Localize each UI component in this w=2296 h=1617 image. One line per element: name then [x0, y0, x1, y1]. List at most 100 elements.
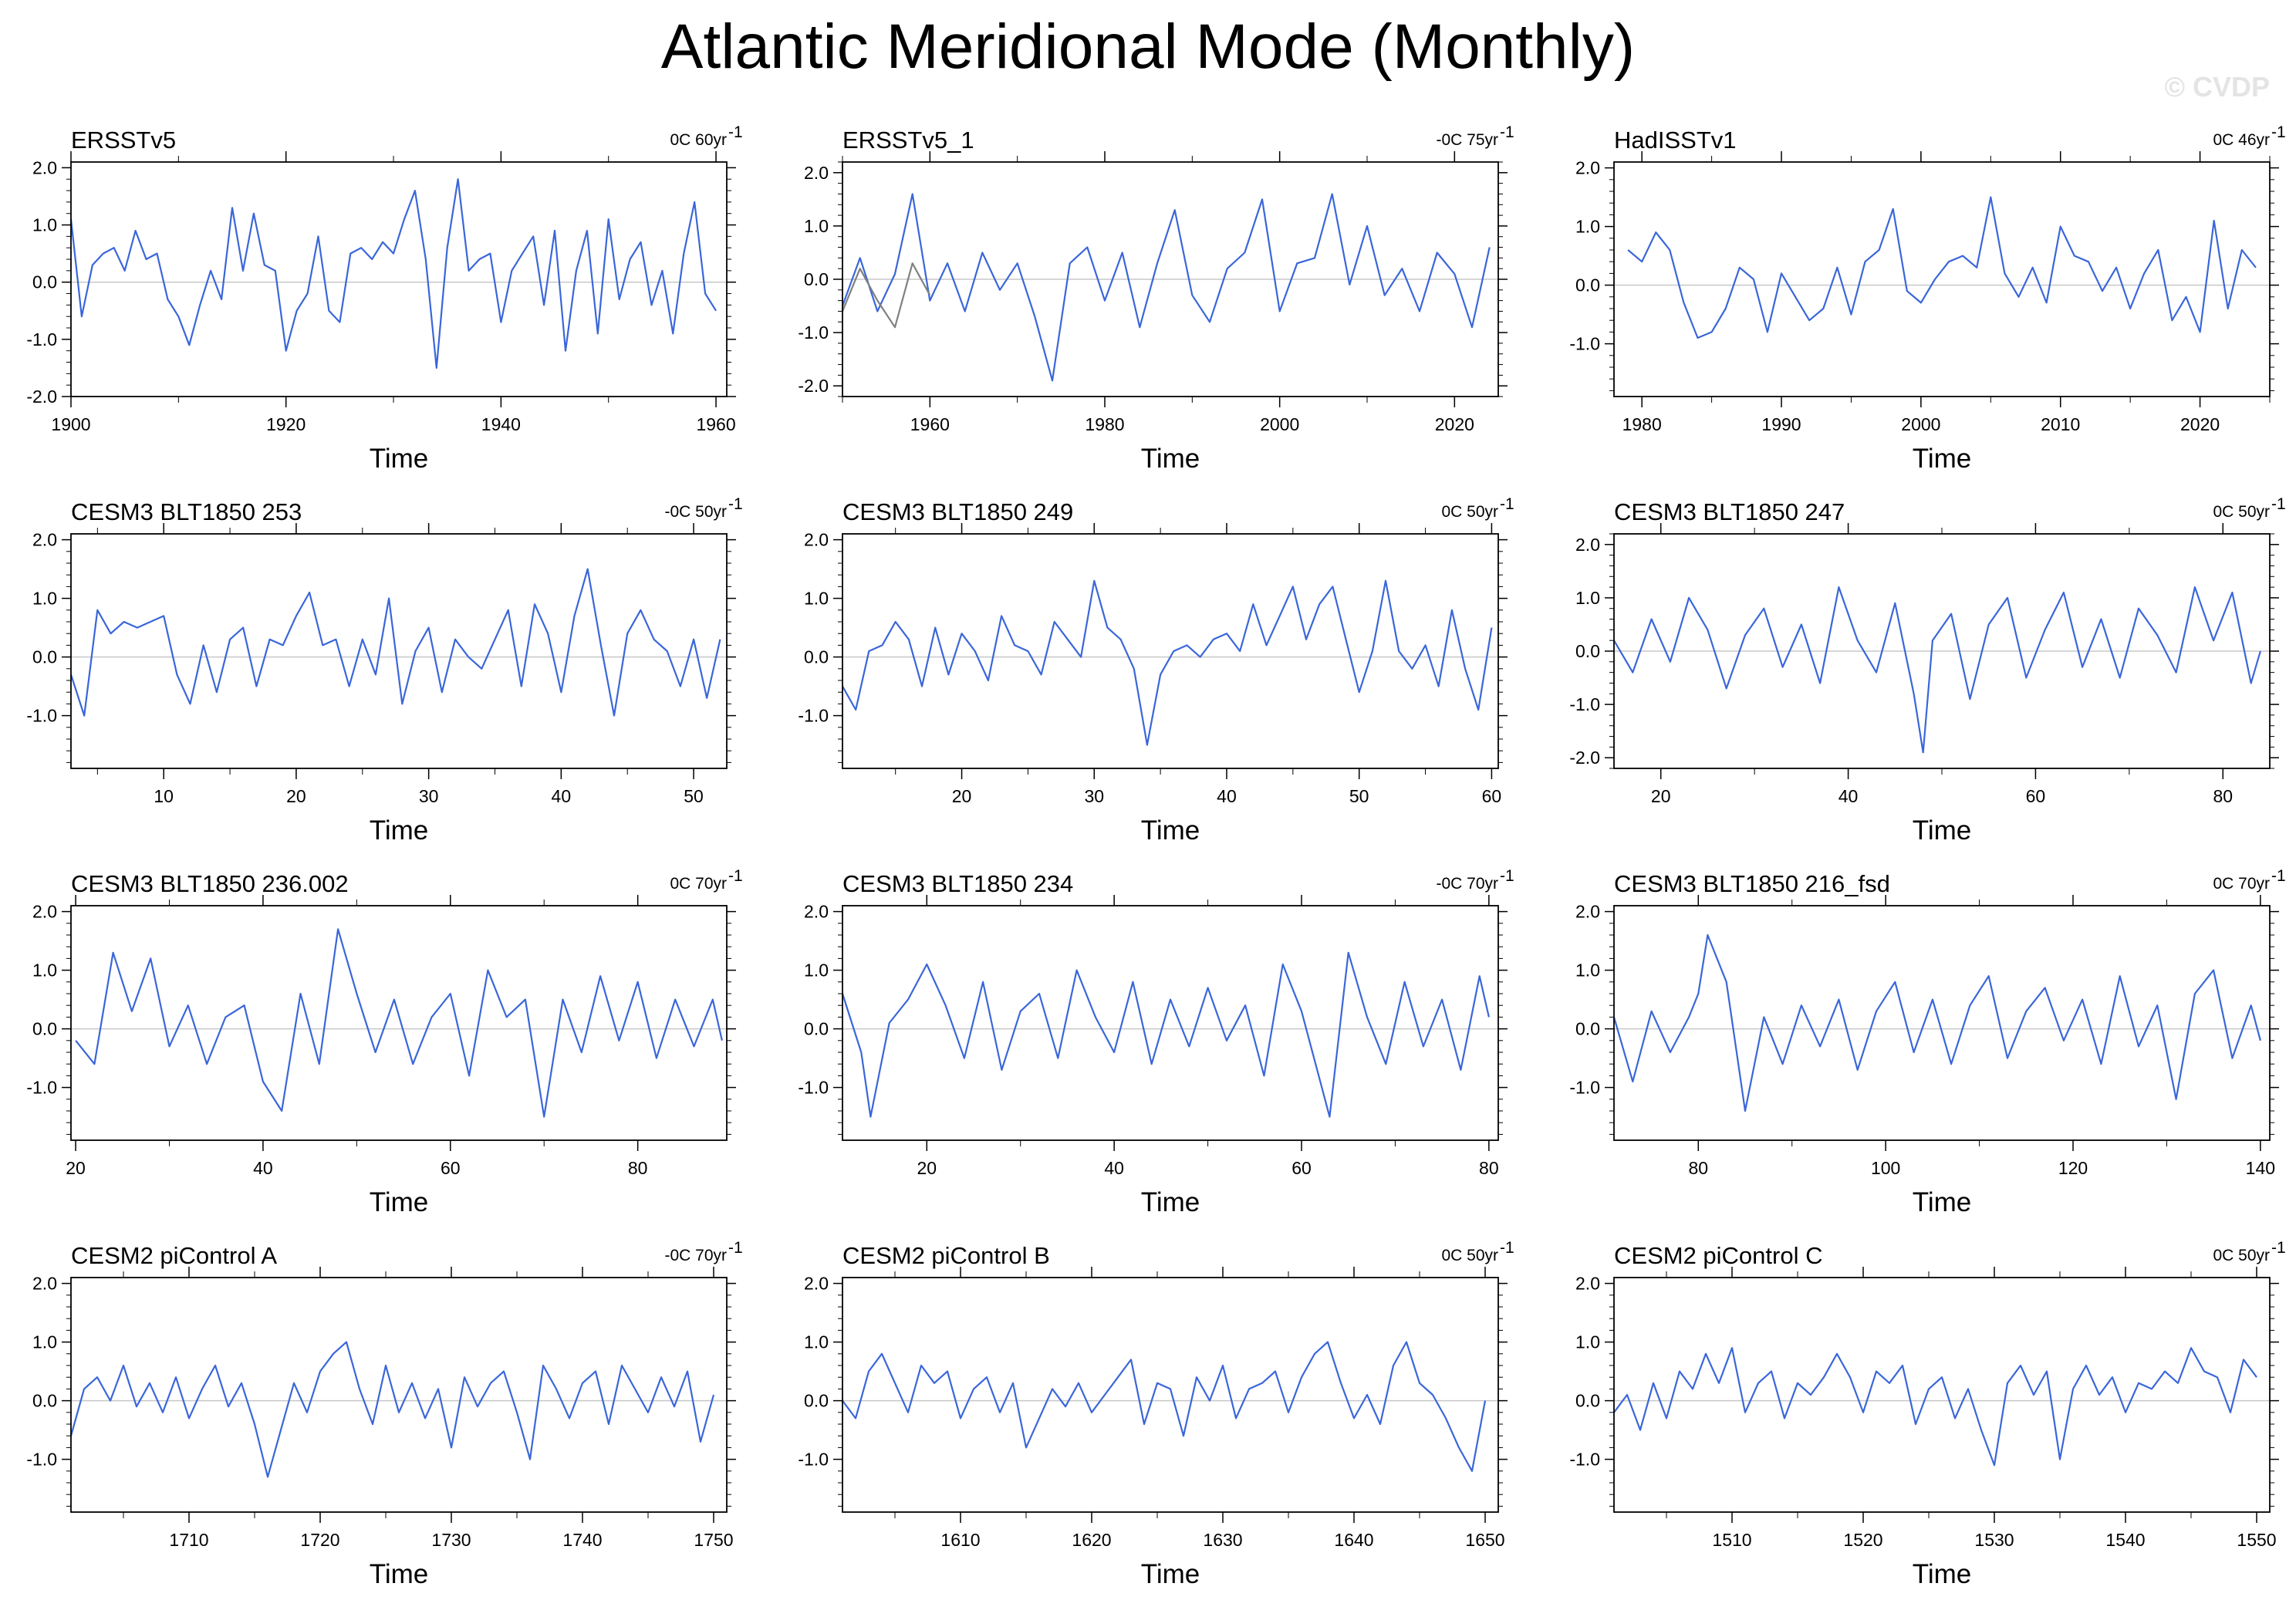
x-tick-label: 1990 — [1761, 414, 1801, 434]
y-tick-label: 0.0 — [32, 1019, 57, 1039]
x-axis-label: Time — [1913, 815, 1971, 846]
x-tick-label: 20 — [952, 786, 972, 806]
y-tick-label: 1.0 — [1575, 1332, 1600, 1352]
trend-label: 0C 50yr — [2213, 1247, 2270, 1264]
chart-panel: CESM3 BLT1850 247 0C 50yr -1 -2.0 -1.0 0.0 1.0… — [1569, 495, 2285, 846]
series-line — [1612, 933, 2261, 1112]
y-tick-label: 1.0 — [804, 216, 829, 236]
trend-label: 0C 50yr — [1441, 503, 1498, 521]
plot-frame — [70, 905, 728, 1141]
y-tick-label: 1.0 — [32, 1332, 57, 1352]
x-tick-label: 1710 — [169, 1530, 208, 1550]
chart-panel: CESM3 BLT1850 236.002 0C 70yr -1 -1.0 0.0 1.0… — [26, 867, 742, 1217]
x-tick-label: 30 — [1084, 786, 1104, 806]
panel-title: CESM2 piControl C — [1614, 1242, 1822, 1269]
plot-frame — [1613, 905, 2271, 1141]
y-tick-label: 1.0 — [32, 215, 57, 235]
series-line — [1627, 196, 2257, 339]
x-axis-label: Time — [370, 1559, 428, 1589]
x-tick-label: 50 — [684, 786, 704, 806]
y-tick-label: 0.0 — [32, 272, 57, 292]
x-tick-label: 40 — [1217, 786, 1237, 806]
y-tick-label: 2.0 — [1575, 158, 1600, 178]
x-tick-label: 40 — [1104, 1158, 1124, 1178]
trend-label: -0C 70yr — [664, 1247, 727, 1264]
trend-label: 0C 50yr — [1441, 1247, 1498, 1264]
x-tick-label: 1980 — [1085, 414, 1124, 434]
series-line — [69, 1341, 715, 1478]
x-axis-label: Time — [370, 815, 428, 846]
x-tick-label: 1740 — [562, 1530, 602, 1550]
y-tick-label: 1.0 — [1575, 960, 1600, 981]
y-tick-label: -2.0 — [798, 376, 829, 396]
trend-unit: -1 — [728, 1239, 743, 1257]
y-tick-label: -1.0 — [26, 1450, 57, 1470]
x-tick-label: 1530 — [1974, 1530, 2014, 1550]
watermark: © CVDP — [2164, 71, 2270, 103]
x-tick-label: 1980 — [1622, 414, 1662, 434]
y-tick-label: 0.0 — [804, 647, 829, 667]
panel-title: CESM3 BLT1850 249 — [842, 498, 1073, 525]
x-tick-label: 10 — [154, 786, 174, 806]
y-tick-label: 2.0 — [804, 902, 829, 922]
y-tick-label: -1.0 — [798, 322, 829, 343]
x-axis-label: Time — [1141, 1187, 1200, 1217]
x-tick-label: 1620 — [1072, 1530, 1111, 1550]
x-axis-label: Time — [1913, 1559, 1971, 1589]
x-tick-label: 1630 — [1203, 1530, 1242, 1550]
trend-unit: -1 — [2271, 495, 2286, 513]
series-line — [1613, 586, 2261, 754]
x-axis-label: Time — [1913, 444, 1971, 474]
x-tick-label: 20 — [1651, 786, 1671, 806]
x-tick-label: 1610 — [940, 1530, 980, 1550]
trend-unit: -1 — [2271, 1239, 2286, 1257]
y-tick-label: -1.0 — [1569, 694, 1600, 714]
chart-panel: ERSSTv5 0C 60yr -1 -2.0 -1.0 0.0 1.0 2.0 1900 192… — [26, 123, 742, 474]
plot-frame — [842, 1277, 1499, 1513]
panel-title: CESM3 BLT1850 247 — [1614, 498, 1845, 525]
series-line — [841, 193, 1491, 382]
plot-frame — [70, 1277, 728, 1513]
x-tick-label: 120 — [2058, 1158, 2088, 1178]
trend-label: 0C 70yr — [2213, 875, 2270, 893]
trend-unit: -1 — [1500, 123, 1514, 141]
y-tick-label: 2.0 — [32, 157, 57, 177]
series-line — [842, 579, 1493, 746]
y-tick-label: 2.0 — [32, 1274, 57, 1294]
x-axis-label: Time — [1141, 444, 1200, 474]
y-tick-label: -1.0 — [1569, 334, 1600, 354]
trend-label: 0C 70yr — [670, 875, 727, 893]
y-tick-label: 1.0 — [32, 960, 57, 981]
y-tick-label: 2.0 — [1575, 535, 1600, 555]
plot-frame — [842, 533, 1499, 769]
x-tick-label: 40 — [552, 786, 572, 806]
plot-frame — [1613, 161, 2271, 397]
plot-frame — [70, 533, 728, 769]
plot-frame — [1613, 1277, 2271, 1513]
x-tick-label: 1750 — [694, 1530, 733, 1550]
y-tick-label: -2.0 — [1569, 748, 1600, 768]
trend-label: 0C 60yr — [670, 131, 727, 149]
series-line — [75, 928, 723, 1118]
x-axis-label: Time — [370, 444, 428, 474]
x-tick-label: 140 — [2246, 1158, 2275, 1178]
x-tick-label: 1920 — [266, 414, 306, 434]
trend-unit: -1 — [2271, 123, 2286, 141]
panel-title: CESM3 BLT1850 236.002 — [71, 870, 349, 897]
x-axis-label: Time — [370, 1187, 428, 1217]
y-tick-label: 1.0 — [1575, 588, 1600, 608]
chart-panel: CESM3 BLT1850 249 0C 50yr -1 -1.0 0.0 1.0 2.0 2… — [798, 495, 1514, 846]
chart-panel: CESM3 BLT1850 234 -0C 70yr -1 -1.0 0.0 1.0 2.0… — [798, 867, 1514, 1217]
y-tick-label: 0.0 — [1575, 1019, 1600, 1039]
x-tick-label: 1550 — [2237, 1530, 2276, 1550]
trend-label: 0C 50yr — [2213, 503, 2270, 521]
y-tick-label: 1.0 — [804, 1332, 829, 1352]
x-tick-label: 1900 — [51, 414, 90, 434]
x-tick-label: 1640 — [1334, 1530, 1373, 1550]
y-tick-label: 1.0 — [804, 589, 829, 609]
trend-unit: -1 — [1500, 495, 1514, 513]
trend-unit: -1 — [1500, 1239, 1514, 1257]
y-tick-label: -1.0 — [26, 1078, 57, 1098]
y-tick-label: -1.0 — [798, 706, 829, 726]
y-tick-label: -2.0 — [26, 387, 57, 407]
